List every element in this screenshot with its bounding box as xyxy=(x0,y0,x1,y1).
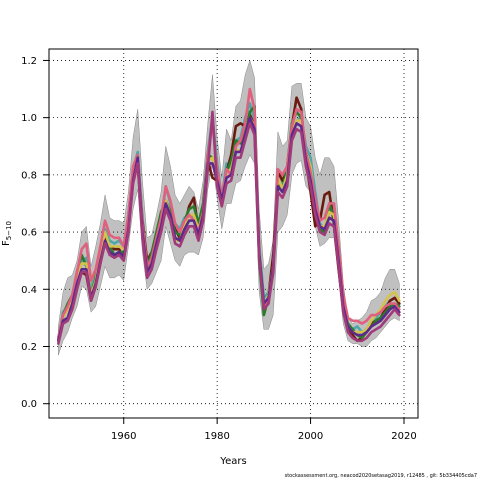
grid-layer xyxy=(49,49,418,418)
x-tick-label-3: 2020 xyxy=(391,431,416,442)
x-tick-label-0: 1960 xyxy=(111,431,136,442)
plot-frame xyxy=(48,48,419,419)
y-axis: 0.0 0.2 0.4 0.6 0.8 1.0 1.2 xyxy=(21,56,49,410)
series-layer xyxy=(57,87,401,345)
confidence-band xyxy=(58,59,400,356)
y-tick-label-4: 0.8 xyxy=(21,170,37,181)
y-tick-label-6: 1.2 xyxy=(21,56,37,67)
y-tick-label-1: 0.2 xyxy=(21,342,37,353)
x-axis-title: Years xyxy=(219,456,246,467)
y-axis-title: F5−10 xyxy=(1,221,13,246)
y-axis-title-subscript: 5−10 xyxy=(5,221,13,240)
y-tick-label-2: 0.4 xyxy=(21,285,37,296)
x-tick-label-1: 1980 xyxy=(204,431,229,442)
footer-source-text: stockassessment.org, neacod2020setasag20… xyxy=(284,473,477,479)
y-tick-label-0: 0.0 xyxy=(21,399,37,410)
series-line-5 xyxy=(57,87,401,340)
confidence-band-layer xyxy=(58,59,400,356)
x-tick-label-2: 2000 xyxy=(298,431,323,442)
x-axis: 1960 1980 2000 2020 xyxy=(111,418,417,442)
y-tick-label-3: 0.6 xyxy=(21,228,37,239)
y-tick-label-5: 1.0 xyxy=(21,113,37,124)
y-axis-title-main: F xyxy=(1,240,12,246)
series-line-7 xyxy=(57,110,401,345)
